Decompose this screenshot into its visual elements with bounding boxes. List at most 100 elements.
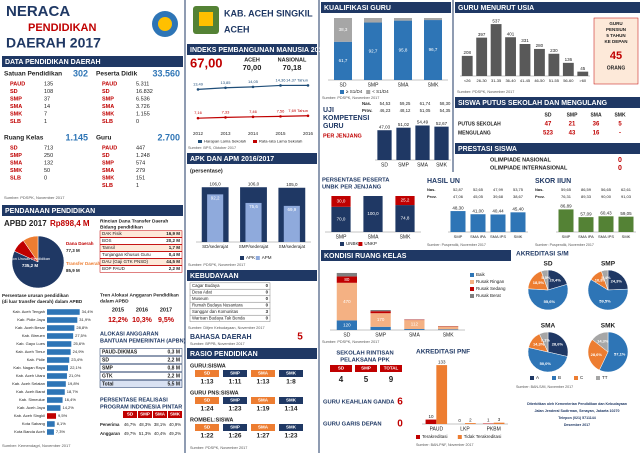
label: SD (204, 371, 211, 376)
label: 46,7% (124, 422, 136, 427)
x-tick-label: <26 (464, 78, 472, 83)
value-label: 7,33 (222, 109, 231, 114)
label: PERSENTASE REALISASI (100, 397, 168, 403)
region: KAB. ACEH SINGKIL (224, 8, 313, 18)
footer: Telepon (021) 5711144 (558, 416, 596, 420)
label: SMP (102, 365, 114, 371)
total: 1.145 (65, 132, 88, 142)
value-label: 7,16 (194, 110, 203, 115)
label: UJI (323, 107, 334, 114)
label: 0 (266, 316, 269, 321)
legend-swatch (457, 435, 462, 439)
bar (47, 309, 80, 315)
legend-label: UNBK (346, 241, 359, 246)
value-label: 55,6% (544, 299, 556, 304)
bar (424, 20, 442, 81)
label: SMA (155, 412, 166, 417)
value-label: 1 (487, 418, 490, 423)
y-tick-label: Kab. Aceh Barat (16, 389, 46, 394)
label: 56,65 (601, 187, 612, 192)
bar (395, 205, 415, 232)
label: SMK (10, 111, 22, 117)
label: SD (10, 89, 18, 95)
table-header-bg (138, 411, 152, 418)
label: SLB (102, 183, 113, 189)
value-label: 7,69 Tahun (288, 108, 308, 113)
value-label: 24,3% (611, 278, 623, 283)
section-header-bg (455, 2, 640, 13)
source: Sumber: PDSPK, November 2017 (190, 446, 247, 450)
pie-slice (592, 331, 609, 353)
label: SMP (140, 412, 150, 417)
label: 1:22 (200, 433, 213, 440)
point (196, 88, 200, 91)
source: Sumber: BAN-PNF, November 2017 (416, 443, 474, 447)
title: NERACA (6, 3, 70, 20)
table-header-bg (251, 397, 275, 404)
bar (510, 212, 526, 232)
label: SMP (10, 153, 22, 159)
point (224, 116, 227, 119)
bar (283, 205, 300, 242)
value-label: 52,67 (436, 121, 448, 126)
label: UNBK PER JENJANG (322, 185, 382, 191)
bar (578, 217, 594, 232)
section-header-bg (321, 2, 451, 13)
label: 250 (44, 153, 53, 159)
value-label: 61,7 (339, 58, 348, 63)
value-label: 7,3% (56, 429, 66, 434)
source: Sumber: PDSPK, November 2017 (457, 90, 514, 94)
bar (434, 126, 449, 160)
table-header-bg (251, 370, 275, 377)
legend-label: C (580, 375, 584, 380)
bar (534, 48, 545, 76)
value-label: 30,0 (337, 199, 346, 204)
table-row (99, 372, 183, 380)
label: Peserta Didik (96, 71, 138, 78)
label: - (619, 131, 621, 137)
legend-swatch (470, 280, 474, 284)
label: SMP (102, 96, 114, 102)
label: 1:23 (284, 433, 297, 440)
label: 47,06 (453, 194, 464, 199)
source: Sumber: PDSPK, November 2017 (4, 195, 65, 200)
label: (di luar transfer daerah) dalam APBD (2, 299, 83, 304)
bar (334, 41, 352, 80)
label: 47 (545, 122, 552, 128)
label: 1:8 (286, 379, 296, 386)
label: 61,74 (420, 101, 431, 106)
label: 90,00 (601, 194, 612, 199)
point (251, 85, 255, 89)
bar (404, 329, 425, 330)
label: Total (102, 381, 114, 387)
value-label: 28,8% (76, 325, 88, 330)
label: 54,35 (440, 108, 451, 113)
y-tick-label: Kab. Aceh Timur (16, 349, 46, 354)
y-tick-label: Kab. Aceh Utara (16, 373, 46, 378)
label: 16,9 M (166, 231, 180, 236)
value-label: 34,4% (82, 309, 94, 314)
value-label: 105,0 (286, 182, 298, 187)
x-tick-label: SMA IPS (598, 234, 614, 239)
label: OLIMPIADE INTERNASIONAL (490, 165, 568, 171)
bar (394, 18, 412, 21)
source: Sumber: Kemendagri, November 2017 (2, 443, 71, 448)
bar (47, 397, 63, 403)
value-label: 95,8 (399, 47, 408, 52)
label: MENGULANG (458, 130, 491, 136)
point (224, 86, 227, 90)
bar (404, 320, 425, 330)
value-label: 208 (463, 50, 471, 55)
label: KE DEPAN (605, 39, 628, 44)
table-row (99, 348, 183, 356)
label: GURU:SISWA (190, 363, 226, 369)
x-tick-label: PKBM (487, 426, 501, 432)
label: 1,7 M (169, 245, 181, 250)
value-label: 86,89 (560, 204, 572, 209)
label: SMA (10, 160, 22, 166)
label: 7 (44, 111, 47, 117)
x-tick-label: SMP (398, 162, 410, 168)
label: SMP (10, 96, 22, 102)
table-header-bg (251, 424, 275, 431)
label: 20,2 M (166, 238, 180, 243)
